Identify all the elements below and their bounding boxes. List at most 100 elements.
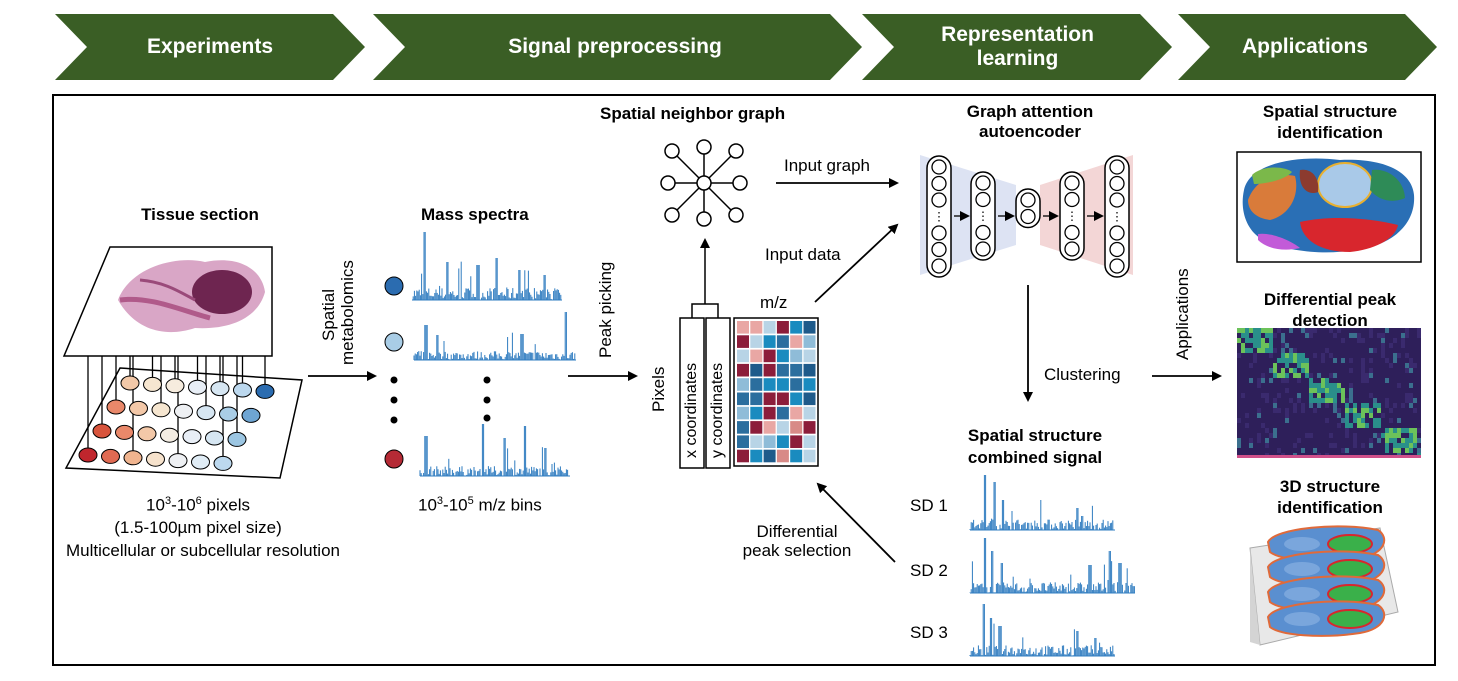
heatmap-cell	[1293, 368, 1297, 373]
heatmap-cell	[1237, 418, 1241, 423]
heatmap-cell	[1309, 363, 1313, 368]
heatmap-cell	[1261, 388, 1265, 393]
heatmap-cell	[1381, 418, 1385, 423]
heatmap-cell	[1297, 423, 1301, 428]
heatmap-cell	[1341, 368, 1345, 373]
heatmap-cell	[1373, 418, 1377, 423]
heatmap-cell	[1281, 338, 1285, 343]
heatmap-cell	[1277, 378, 1281, 383]
matrix-cell	[763, 378, 776, 391]
heatmap-cell	[1237, 428, 1241, 433]
heatmap-cell	[1333, 368, 1337, 373]
heatmap-cell	[1405, 398, 1409, 403]
heatmap-cell	[1265, 373, 1269, 378]
heatmap-cell	[1253, 363, 1257, 368]
heatmap-cell	[1373, 448, 1377, 453]
pixel-dot	[205, 430, 224, 446]
heatmap-cell	[1341, 353, 1345, 358]
heatmap-cell	[1313, 338, 1317, 343]
heatmap-cell	[1337, 433, 1341, 438]
heatmap-cell	[1249, 403, 1253, 408]
heatmap-cell	[1409, 438, 1413, 443]
heatmap-cell	[1321, 343, 1325, 348]
heatmap-cell	[1269, 428, 1273, 433]
heatmap-cell	[1289, 353, 1293, 358]
heatmap-cell	[1409, 383, 1413, 388]
heatmap-cell	[1397, 408, 1401, 413]
stage-label-experiments: Experiments	[146, 35, 274, 58]
heatmap-cell	[1245, 338, 1249, 343]
heatmap-cell	[1285, 428, 1289, 433]
heatmap-cell	[1413, 398, 1417, 403]
heatmap-cell	[1417, 433, 1421, 438]
heatmap-cell	[1345, 373, 1349, 378]
mz-bins-exp2: 5	[467, 495, 474, 507]
heatmap-cell	[1329, 443, 1333, 448]
heatmap-cell	[1373, 328, 1377, 333]
matrix-cell	[776, 349, 789, 363]
heatmap-cell	[1305, 423, 1309, 428]
matrix-cell	[803, 406, 816, 420]
heatmap-cell	[1413, 408, 1417, 413]
heatmap-cell	[1413, 338, 1417, 343]
heatmap-cell	[1253, 408, 1257, 413]
heatmap-cell	[1357, 363, 1361, 368]
heatmap-cell	[1361, 428, 1365, 433]
heatmap-cell	[1321, 403, 1325, 408]
heatmap-cell	[1249, 348, 1253, 353]
heatmap-cell	[1405, 343, 1409, 348]
heatmap-cell	[1265, 428, 1269, 433]
heatmap-cell	[1289, 443, 1293, 448]
heatmap-cell	[1361, 413, 1365, 418]
heatmap-cell	[1297, 378, 1301, 383]
heatmap-cell	[1289, 343, 1293, 348]
heatmap-cell	[1309, 388, 1313, 393]
heatmap-cell	[1265, 348, 1269, 353]
heatmap-cell	[1377, 353, 1381, 358]
heatmap-cell	[1389, 373, 1393, 378]
heatmap-cell	[1333, 373, 1337, 378]
heatmap-cell	[1365, 418, 1369, 423]
heatmap-cell	[1289, 418, 1293, 423]
heatmap-cell	[1397, 368, 1401, 373]
heatmap-cell	[1293, 428, 1297, 433]
combined-signal-title-line1: Spatial structure	[967, 426, 1103, 445]
pixel-count-label: 103-106 pixels	[88, 495, 308, 516]
heatmap-cell	[1413, 428, 1417, 433]
heatmap-cell	[1237, 358, 1241, 363]
heatmap-cell	[1297, 328, 1301, 333]
heatmap-cell	[1245, 398, 1249, 403]
heatmap-cell	[1417, 398, 1421, 403]
matrix-cell	[776, 421, 789, 434]
heatmap-cell	[1365, 348, 1369, 353]
heatmap-cell	[1245, 333, 1249, 338]
heatmap-cell	[1393, 398, 1397, 403]
heatmap-cell	[1373, 413, 1377, 418]
heatmap-cell	[1237, 353, 1241, 358]
heatmap-cell	[1361, 348, 1365, 353]
pixel-dot	[165, 378, 185, 394]
heatmap-cell	[1293, 353, 1297, 358]
heatmap-cell	[1333, 358, 1337, 363]
heatmap-cell	[1369, 398, 1373, 403]
heatmap-cell	[1325, 428, 1329, 433]
heatmap-cell	[1345, 423, 1349, 428]
matrix-cell	[776, 363, 789, 377]
heatmap-cell	[1337, 373, 1341, 378]
heatmap-cell	[1385, 388, 1389, 393]
heatmap-cell	[1333, 438, 1337, 443]
heatmap-cell	[1265, 393, 1269, 398]
heatmap-cell	[1405, 378, 1409, 383]
heatmap-cell	[1305, 373, 1309, 378]
heatmap-cell	[1277, 348, 1281, 353]
heatmap-cell	[1393, 408, 1397, 413]
heatmap-cell	[1389, 443, 1393, 448]
ellipsis-dot	[483, 396, 491, 404]
heatmap-cell	[1241, 348, 1245, 353]
heatmap-cell	[1237, 403, 1241, 408]
heatmap-cell	[1317, 373, 1321, 378]
heatmap-cell	[1349, 413, 1353, 418]
heatmap-cell	[1369, 328, 1373, 333]
heatmap-cell	[1361, 338, 1365, 343]
heatmap-cell	[1401, 358, 1405, 363]
